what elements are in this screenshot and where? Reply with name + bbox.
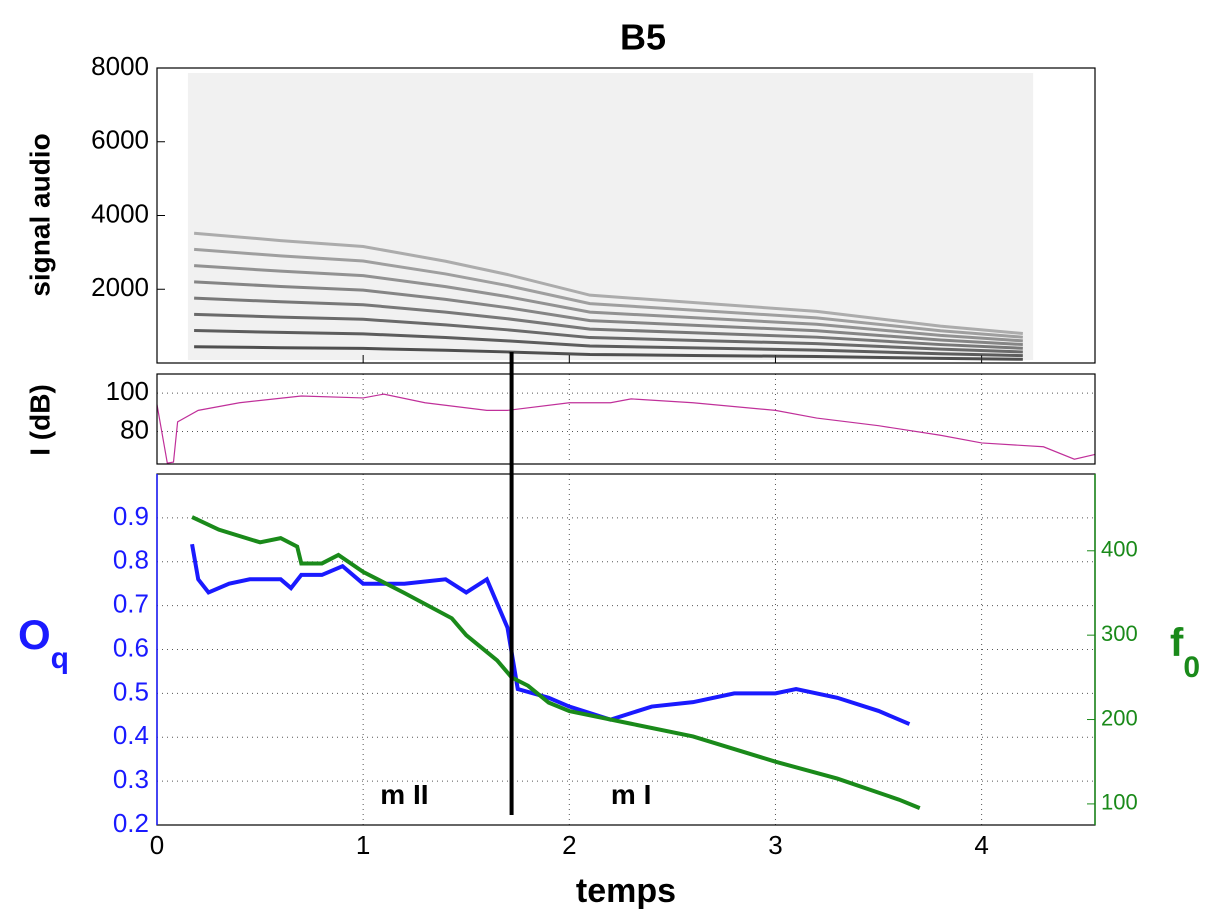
y-label-main: O	[18, 611, 51, 658]
x-tick-label: 3	[768, 830, 782, 860]
harmonic-track	[194, 296, 1023, 350]
y-tick-label: 100	[106, 376, 149, 406]
y-tick-label: 0.4	[113, 720, 149, 750]
y-tick-label: 80	[120, 414, 149, 444]
harmonic-track	[194, 312, 1023, 354]
y-tick-label: 4000	[91, 198, 149, 228]
y-tick-label: 0.3	[113, 764, 149, 794]
series-line	[190, 543, 911, 726]
harmonic-track	[194, 345, 1023, 361]
harmonic-track	[193, 247, 1023, 339]
y-tick-label: 0.7	[113, 589, 149, 619]
y-axis-label: Oq	[18, 611, 69, 675]
plot-area	[157, 474, 1095, 825]
harmonic-track	[193, 231, 1023, 335]
y2-tick-label: 400	[1101, 537, 1138, 562]
harmonic-track	[194, 280, 1023, 347]
y-tick-label: 6000	[91, 125, 149, 155]
y-tick-label: 0.5	[113, 676, 149, 706]
y2-label-sub: 0	[1183, 651, 1200, 684]
x-tick-label: 1	[356, 830, 370, 860]
y-tick-label: 8000	[91, 51, 149, 81]
harmonic-track	[194, 264, 1023, 343]
y2-tick-label: 300	[1101, 621, 1138, 646]
x-axis-label: temps	[576, 872, 676, 910]
x-tick-label: 0	[150, 830, 164, 860]
y2-tick-label: 100	[1101, 790, 1138, 815]
series-line	[191, 515, 921, 810]
y-axis-label: signal audio	[24, 133, 55, 296]
y-tick-label: 0.9	[113, 501, 149, 531]
y-tick-label: 0.8	[113, 545, 149, 575]
y-label-sub: q	[51, 642, 69, 675]
y-tick-label: 0.2	[113, 808, 149, 838]
plot-frame	[156, 67, 1096, 364]
series-line	[156, 393, 1096, 464]
y-axis-label: I (dB)	[24, 384, 55, 456]
plot-area	[157, 374, 1095, 464]
x-tick-label: 4	[974, 830, 988, 860]
annotation: m II	[380, 779, 428, 810]
y2-axis-label: f0	[1170, 621, 1200, 684]
plot-frame	[156, 373, 1096, 465]
y-tick-label: 2000	[91, 272, 149, 302]
y2-tick-label: 200	[1101, 705, 1138, 730]
chart-title: B5	[620, 17, 666, 58]
annotation: m I	[611, 779, 651, 810]
harmonic-track	[194, 329, 1023, 358]
x-tick-label: 2	[562, 830, 576, 860]
y-tick-label: 0.6	[113, 632, 149, 662]
y2-label-main: f	[1170, 621, 1184, 665]
